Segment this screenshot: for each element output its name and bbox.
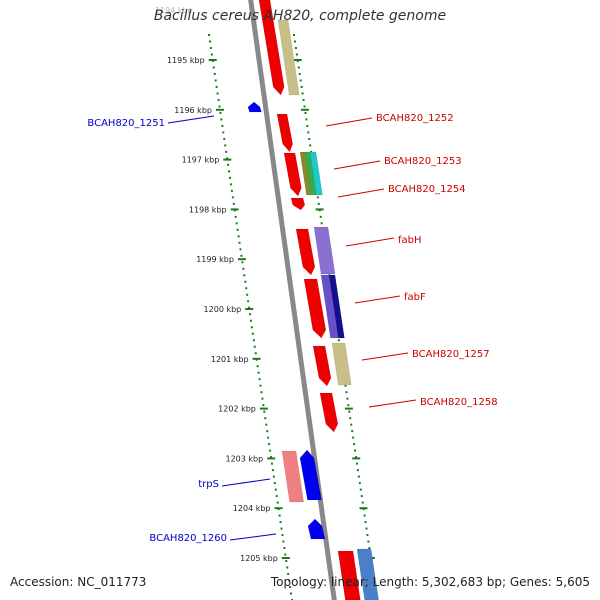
gene-feature bbox=[303, 278, 327, 339]
gene-label[interactable]: BCAH820_1251 bbox=[87, 118, 165, 129]
scale-tick-label: 1196 kbp bbox=[174, 106, 212, 115]
scale-tick-label: 1198 kbp bbox=[189, 205, 227, 214]
scale-tick-label: 1203 kbp bbox=[225, 454, 263, 463]
scale-tick-label: 1205 kbp bbox=[240, 554, 278, 563]
gene-feature bbox=[312, 345, 332, 387]
gene-label[interactable]: trpS bbox=[198, 479, 219, 490]
scale-tick-label: 1202 kbp bbox=[218, 405, 256, 414]
gene-feature bbox=[356, 548, 379, 600]
gene-feature bbox=[290, 197, 306, 211]
gene-label[interactable]: BCAH820_1260 bbox=[149, 533, 227, 544]
gene-feature bbox=[313, 226, 336, 275]
gene-labels: BCAH820_1252 BCAH820_1253 BCAH820_1254 fabH… bbox=[87, 113, 497, 544]
gene-feature bbox=[331, 342, 352, 386]
gene-feature bbox=[295, 228, 316, 276]
map-title: Bacillus cereus AH820, complete genome bbox=[153, 8, 447, 24]
gene-feature bbox=[276, 113, 293, 153]
scale-tick-label: 1199 kbp bbox=[196, 255, 234, 264]
gene-feature bbox=[337, 550, 361, 600]
gene-label[interactable]: BCAH820_1258 bbox=[420, 397, 498, 408]
gene-label[interactable]: BCAH820_1254 bbox=[388, 184, 466, 195]
gene-leader-line bbox=[325, 117, 373, 127]
genome-stats-text: Topology: linear; Length: 5,302,683 bp; … bbox=[270, 575, 590, 589]
gene-label[interactable]: fabH bbox=[398, 235, 422, 246]
accession-text: Accession: NC_011773 bbox=[10, 575, 147, 589]
gene-leader-line bbox=[229, 533, 277, 541]
gene-feature bbox=[281, 450, 304, 503]
gene-leader-line bbox=[337, 188, 385, 198]
gene-leader-line bbox=[167, 115, 215, 124]
gene-feature bbox=[277, 19, 300, 96]
gene-feature bbox=[309, 151, 323, 196]
genome-axis bbox=[248, 0, 337, 600]
gene-feature bbox=[283, 152, 302, 197]
scale-start-label: 1194 kbp bbox=[155, 6, 193, 15]
gene-label[interactable]: BCAH820_1253 bbox=[384, 156, 462, 167]
gene-leader-line bbox=[333, 160, 381, 170]
gene-label[interactable]: BCAH820_1257 bbox=[412, 349, 490, 360]
gene-feature bbox=[258, 0, 285, 96]
gene-leader-line bbox=[368, 399, 417, 408]
gene-feature bbox=[299, 449, 322, 501]
gene-leader-line bbox=[354, 295, 401, 304]
scale-tick-label: 1204 kbp bbox=[233, 504, 271, 513]
scale-tick-label: 1197 kbp bbox=[182, 156, 220, 165]
gene-leader-line bbox=[361, 352, 409, 361]
gene-feature bbox=[307, 518, 326, 540]
scale-labels: 1195 kbp 1196 kbp 1197 kbp 1198 kbp 1199 kbp… bbox=[167, 56, 278, 563]
gene-feature bbox=[319, 392, 339, 433]
gene-features bbox=[247, 0, 379, 600]
gene-label[interactable]: BCAH820_1252 bbox=[376, 113, 454, 124]
scale-tick-label: 1201 kbp bbox=[211, 355, 249, 364]
scale-ticks bbox=[208, 34, 378, 600]
gene-feature bbox=[328, 274, 345, 339]
scale-tick-label: 1195 kbp bbox=[167, 56, 205, 65]
gene-feature bbox=[247, 101, 262, 113]
gene-leader-line bbox=[345, 237, 395, 247]
gene-leader-line bbox=[221, 478, 271, 487]
gene-label[interactable]: fabF bbox=[404, 292, 426, 303]
scale-tick-label: 1200 kbp bbox=[204, 305, 242, 314]
